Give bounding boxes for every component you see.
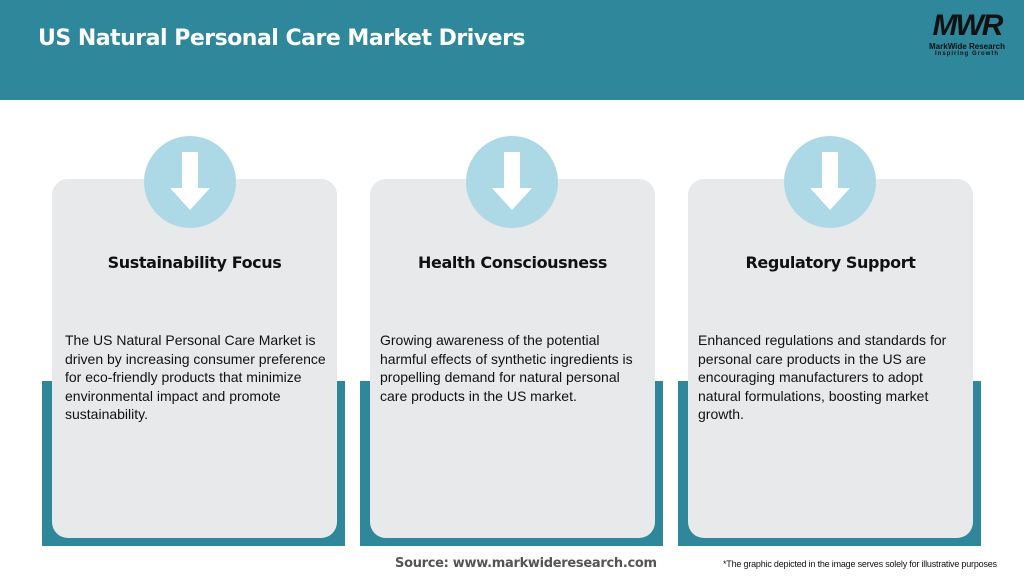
- card-title: Regulatory Support: [745, 253, 916, 272]
- arrow-down-icon: [784, 136, 876, 228]
- driver-card: [52, 179, 337, 538]
- card-title: Sustainability Focus: [107, 253, 282, 272]
- card-body: Enhanced regulations and standards for p…: [698, 332, 947, 422]
- header-banner: US Natural Personal Care Market Drivers …: [0, 0, 1024, 100]
- driver-card: [688, 179, 973, 538]
- card-title: Health Consciousness: [418, 253, 607, 272]
- logo: MWR MarkWide Research Inspiring Growth: [922, 10, 1012, 58]
- arrow-down-icon: [144, 136, 236, 228]
- disclaimer-note: *The graphic depicted in the image serve…: [723, 559, 997, 569]
- source-text: Source: www.markwideresearch.com: [395, 556, 657, 571]
- driver-card: [370, 179, 655, 538]
- arrow-down-icon: [466, 136, 558, 228]
- logo-mark: MWR: [932, 9, 1004, 42]
- page-title: US Natural Personal Care Market Drivers: [38, 26, 526, 51]
- card-body: Growing awareness of the potential harmf…: [380, 332, 633, 404]
- logo-name: MarkWide Research: [929, 42, 1005, 51]
- logo-tagline: Inspiring Growth: [935, 51, 999, 57]
- card-body: The US Natural Personal Care Market is d…: [65, 332, 326, 422]
